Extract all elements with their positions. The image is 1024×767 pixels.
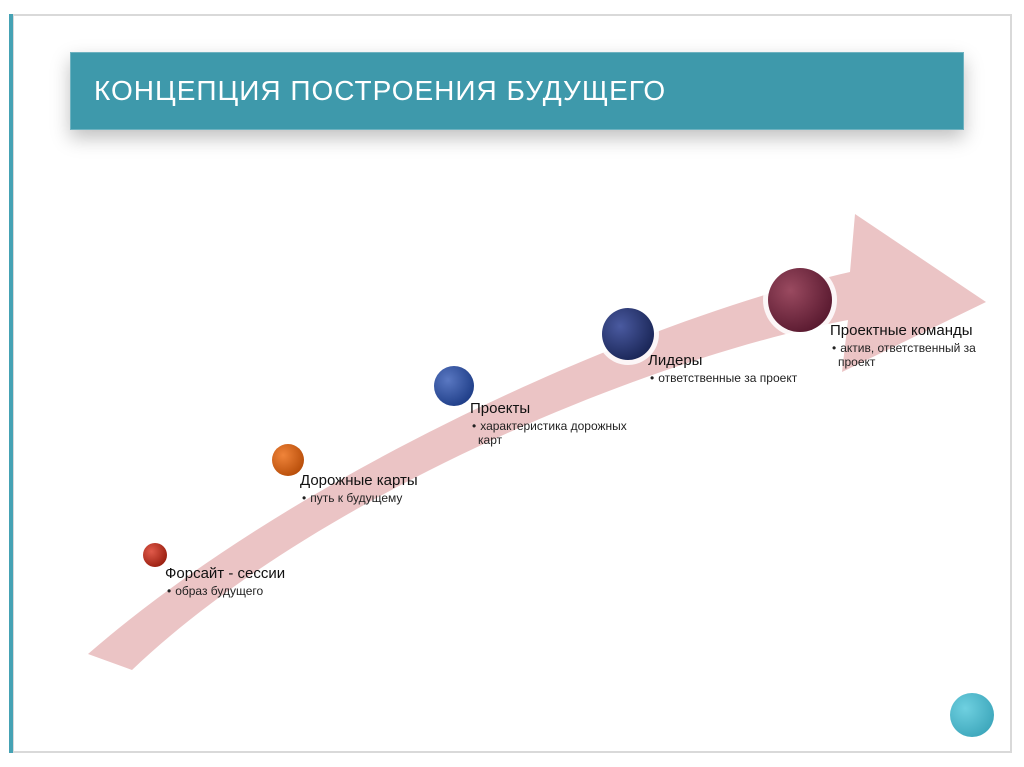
- node-title: Дорожные карты: [300, 472, 460, 489]
- process-arrow-diagram: [0, 0, 1024, 767]
- node-subtitle: характеристика дорожных карт: [470, 419, 630, 447]
- node-circle-leaders: [602, 308, 654, 360]
- node-subtitle: образ будущего: [165, 584, 325, 598]
- node-title: Проекты: [470, 400, 630, 417]
- node-label-foresight: Форсайт - сессии образ будущего: [165, 565, 325, 598]
- node-circle-projects: [434, 366, 474, 406]
- node-circle-teams: [768, 268, 832, 332]
- node-label-roadmaps: Дорожные карты путь к будущему: [300, 472, 460, 505]
- node-label-leaders: Лидеры ответственные за проект: [648, 352, 808, 385]
- node-title: Форсайт - сессии: [165, 565, 325, 582]
- node-subtitle: ответственные за проект: [648, 371, 808, 385]
- node-title: Лидеры: [648, 352, 808, 369]
- node-subtitle: актив, ответственный за проект: [830, 341, 990, 369]
- node-label-projects: Проекты характеристика дорожных карт: [470, 400, 630, 447]
- node-title: Проектные команды: [830, 322, 990, 339]
- node-circle-foresight: [143, 543, 167, 567]
- node-label-teams: Проектные команды актив, ответственный за…: [830, 322, 990, 369]
- node-subtitle: путь к будущему: [300, 491, 460, 505]
- decorative-circle: [950, 693, 994, 737]
